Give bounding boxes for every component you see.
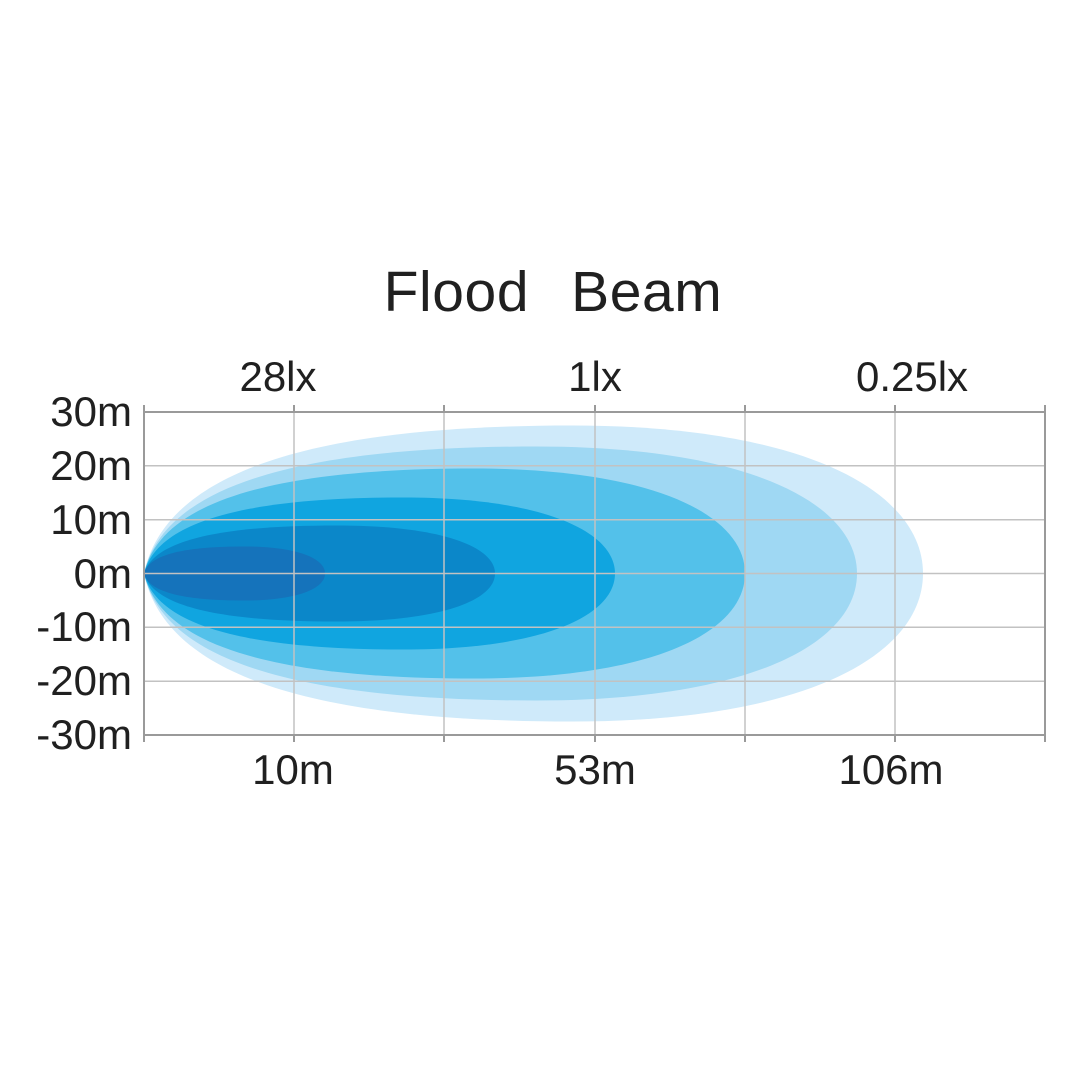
grid xyxy=(143,411,1046,736)
x-label-53m: 53m xyxy=(554,746,636,793)
lux-label-28lx: 28lx xyxy=(239,353,317,400)
lux-label-025lx: 0.25lx xyxy=(855,353,969,400)
chart-title: Flood Beam xyxy=(383,260,723,324)
axis-ticks xyxy=(143,405,1046,742)
x-label-106m: 106m xyxy=(838,746,944,793)
y-label-neg10m: -10m xyxy=(36,603,132,650)
y-label-10m: 10m xyxy=(50,496,132,543)
y-label-neg20m: -20m xyxy=(36,657,132,704)
y-label-30m: 30m xyxy=(50,388,132,435)
y-label-neg30m: -30m xyxy=(36,711,132,758)
y-label-20m: 20m xyxy=(50,442,132,489)
lux-label-1lx: 1lx xyxy=(568,353,622,400)
y-label-0m: 0m xyxy=(73,549,132,597)
x-label-10m: 10m xyxy=(252,746,334,793)
